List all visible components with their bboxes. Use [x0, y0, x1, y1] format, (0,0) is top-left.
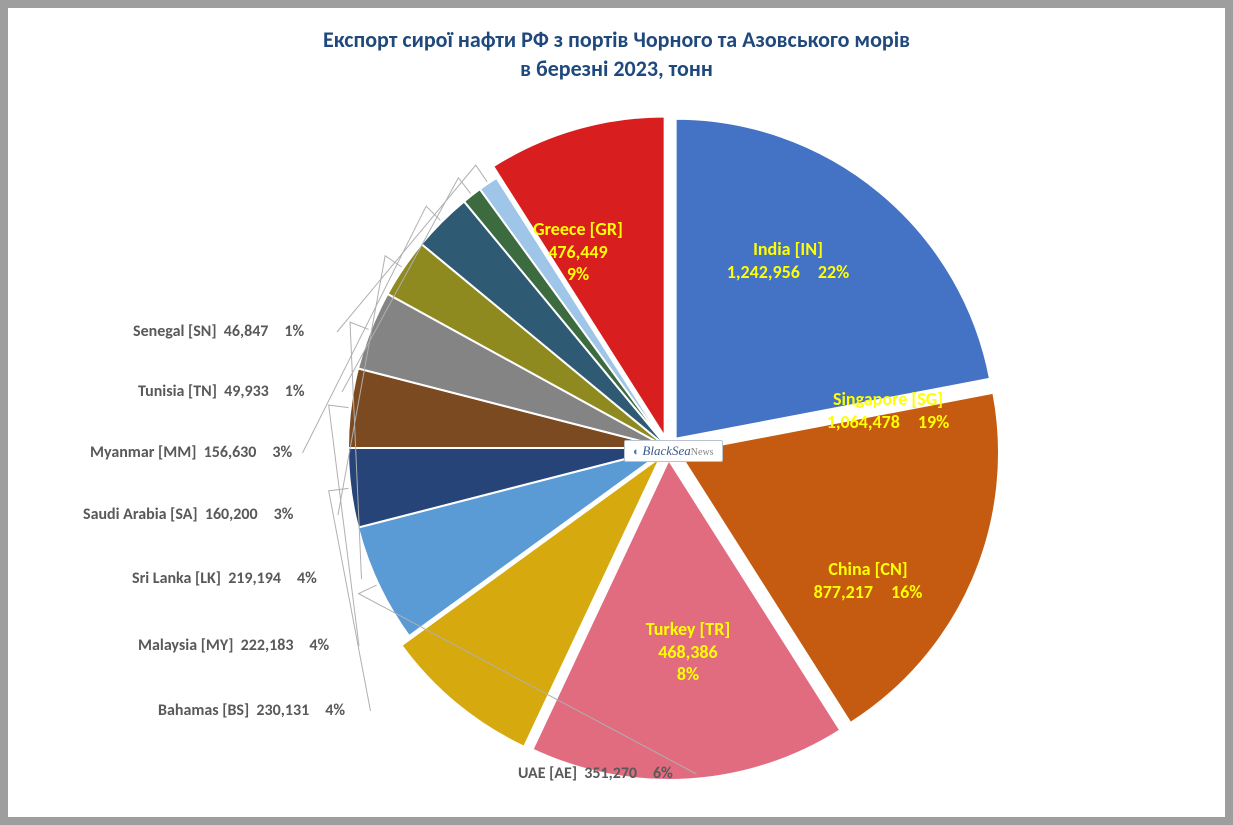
- pie-slice: [676, 119, 990, 439]
- pie-container: India [IN]1,242,956 22%Singapore [SG]1,0…: [8, 8, 1225, 817]
- outer-frame: Експорт сирої нафти РФ з портів Чорного …: [0, 0, 1233, 825]
- chart-area: Експорт сирої нафти РФ з портів Чорного …: [8, 8, 1225, 817]
- pie-svg: [8, 8, 1225, 817]
